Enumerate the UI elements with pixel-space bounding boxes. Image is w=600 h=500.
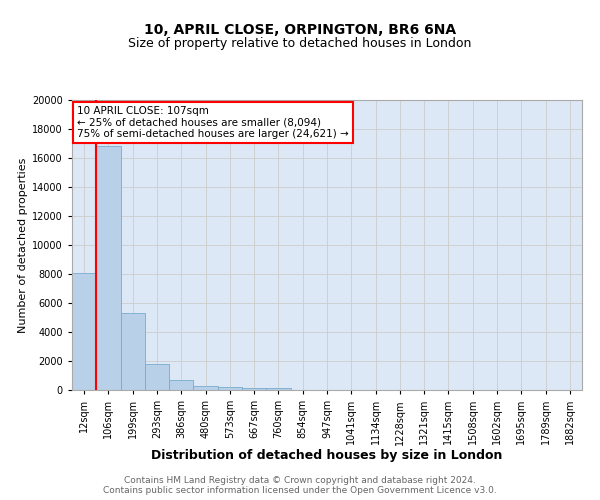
Bar: [242, 388, 266, 390]
X-axis label: Distribution of detached houses by size in London: Distribution of detached houses by size …: [151, 448, 503, 462]
Text: 10, APRIL CLOSE, ORPINGTON, BR6 6NA: 10, APRIL CLOSE, ORPINGTON, BR6 6NA: [144, 22, 456, 36]
Bar: [218, 387, 242, 390]
Text: Size of property relative to detached houses in London: Size of property relative to detached ho…: [128, 38, 472, 51]
Text: 10 APRIL CLOSE: 107sqm
← 25% of detached houses are smaller (8,094)
75% of semi-: 10 APRIL CLOSE: 107sqm ← 25% of detached…: [77, 106, 349, 139]
Bar: [193, 386, 218, 390]
Bar: [145, 364, 169, 390]
Bar: [121, 313, 145, 390]
Bar: [96, 146, 121, 390]
Bar: [169, 380, 193, 390]
Text: Contains HM Land Registry data © Crown copyright and database right 2024.
Contai: Contains HM Land Registry data © Crown c…: [103, 476, 497, 495]
Y-axis label: Number of detached properties: Number of detached properties: [18, 158, 28, 332]
Bar: [72, 272, 96, 390]
Bar: [266, 388, 290, 390]
